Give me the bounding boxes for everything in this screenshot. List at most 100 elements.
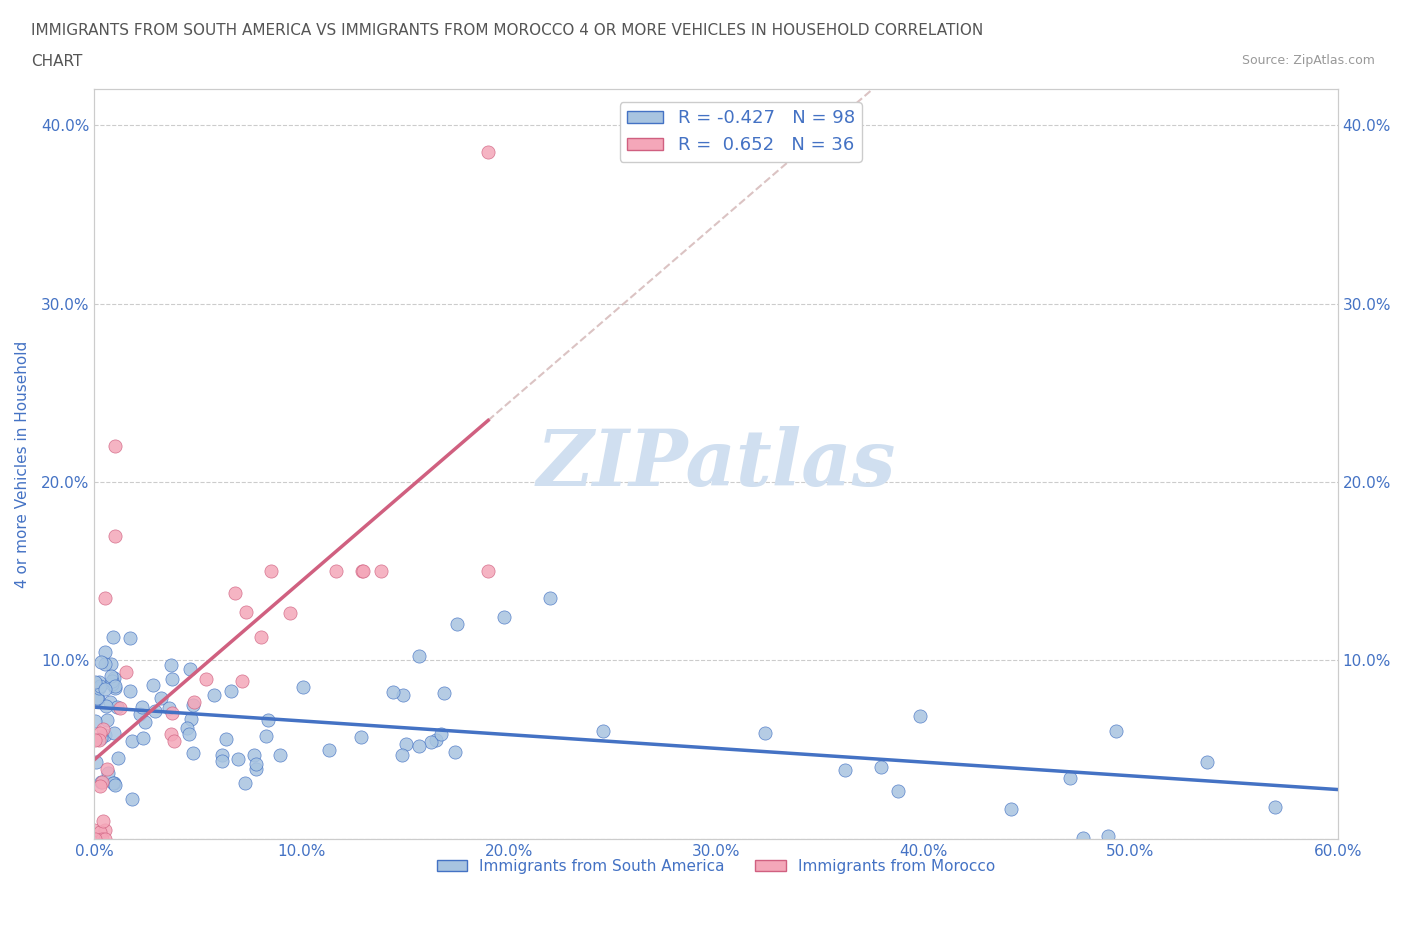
Point — [107, 751, 129, 765]
Point — [1071, 830, 1094, 845]
Point — [886, 784, 908, 799]
Point — [89, 679, 111, 694]
Point — [87, 674, 110, 689]
Point — [101, 776, 124, 790]
Point — [90, 775, 112, 790]
Point — [120, 631, 142, 645]
Point — [97, 765, 120, 780]
Point — [325, 564, 347, 578]
Text: Source: ZipAtlas.com: Source: ZipAtlas.com — [1241, 54, 1375, 67]
Point — [91, 831, 114, 846]
Point — [162, 705, 184, 720]
Point — [1000, 802, 1022, 817]
Point — [143, 703, 166, 718]
Point — [96, 762, 118, 777]
Point — [94, 657, 117, 671]
Point — [159, 727, 181, 742]
Point — [94, 822, 117, 837]
Point — [149, 690, 172, 705]
Point — [382, 685, 405, 700]
Point — [94, 699, 117, 714]
Point — [103, 630, 125, 644]
Point — [408, 648, 430, 663]
Point — [349, 729, 371, 744]
Point — [96, 712, 118, 727]
Point — [259, 564, 281, 578]
Point — [100, 657, 122, 671]
Point — [177, 726, 200, 741]
Text: IMMIGRANTS FROM SOUTH AMERICA VS IMMIGRANTS FROM MOROCCO 4 OR MORE VEHICLES IN H: IMMIGRANTS FROM SOUTH AMERICA VS IMMIGRA… — [31, 23, 983, 38]
Point — [538, 591, 561, 605]
Point — [444, 744, 467, 759]
Point — [754, 725, 776, 740]
Point — [94, 591, 117, 605]
Point — [183, 695, 205, 710]
Point — [160, 671, 183, 686]
Point — [87, 680, 110, 695]
Point — [391, 688, 413, 703]
Point — [134, 714, 156, 729]
Point — [132, 731, 155, 746]
Point — [157, 700, 180, 715]
Point — [235, 776, 257, 790]
Point — [370, 564, 392, 578]
Text: CHART: CHART — [31, 54, 83, 69]
Point — [163, 734, 186, 749]
Point — [477, 144, 499, 159]
Point — [87, 733, 110, 748]
Point — [446, 617, 468, 631]
Point — [86, 692, 108, 707]
Point — [89, 725, 111, 740]
Point — [183, 746, 205, 761]
Point — [420, 734, 443, 749]
Point — [180, 711, 202, 726]
Point — [89, 825, 111, 840]
Point — [391, 748, 413, 763]
Point — [235, 604, 257, 619]
Point — [176, 721, 198, 736]
Point — [1105, 724, 1128, 738]
Point — [84, 754, 107, 769]
Point — [245, 757, 267, 772]
Point — [84, 831, 107, 846]
Point — [492, 609, 515, 624]
Point — [104, 777, 127, 792]
Point — [94, 644, 117, 659]
Point — [254, 729, 277, 744]
Point — [86, 690, 108, 705]
Point — [257, 712, 280, 727]
Point — [105, 700, 128, 715]
Point — [477, 564, 499, 578]
Point — [181, 698, 204, 712]
Point — [103, 671, 125, 685]
Point — [202, 687, 225, 702]
Legend: Immigrants from South America, Immigrants from Morocco: Immigrants from South America, Immigrant… — [430, 853, 1001, 880]
Point — [352, 564, 374, 578]
Point — [100, 669, 122, 684]
Point — [84, 713, 107, 728]
Point — [869, 760, 891, 775]
Point — [89, 778, 111, 793]
Point — [219, 684, 242, 698]
Point — [114, 665, 136, 680]
Point — [131, 699, 153, 714]
Point — [249, 630, 271, 644]
Point — [84, 674, 107, 689]
Point — [89, 681, 111, 696]
Point — [159, 658, 181, 672]
Point — [94, 727, 117, 742]
Point — [120, 684, 142, 698]
Point — [318, 743, 340, 758]
Point — [104, 681, 127, 696]
Point — [101, 677, 124, 692]
Point — [408, 738, 430, 753]
Point — [215, 731, 238, 746]
Point — [226, 751, 249, 766]
Point — [231, 674, 253, 689]
Point — [103, 775, 125, 790]
Point — [104, 439, 127, 454]
Point — [430, 726, 453, 741]
Point — [352, 564, 374, 578]
Point — [103, 725, 125, 740]
Point — [910, 709, 932, 724]
